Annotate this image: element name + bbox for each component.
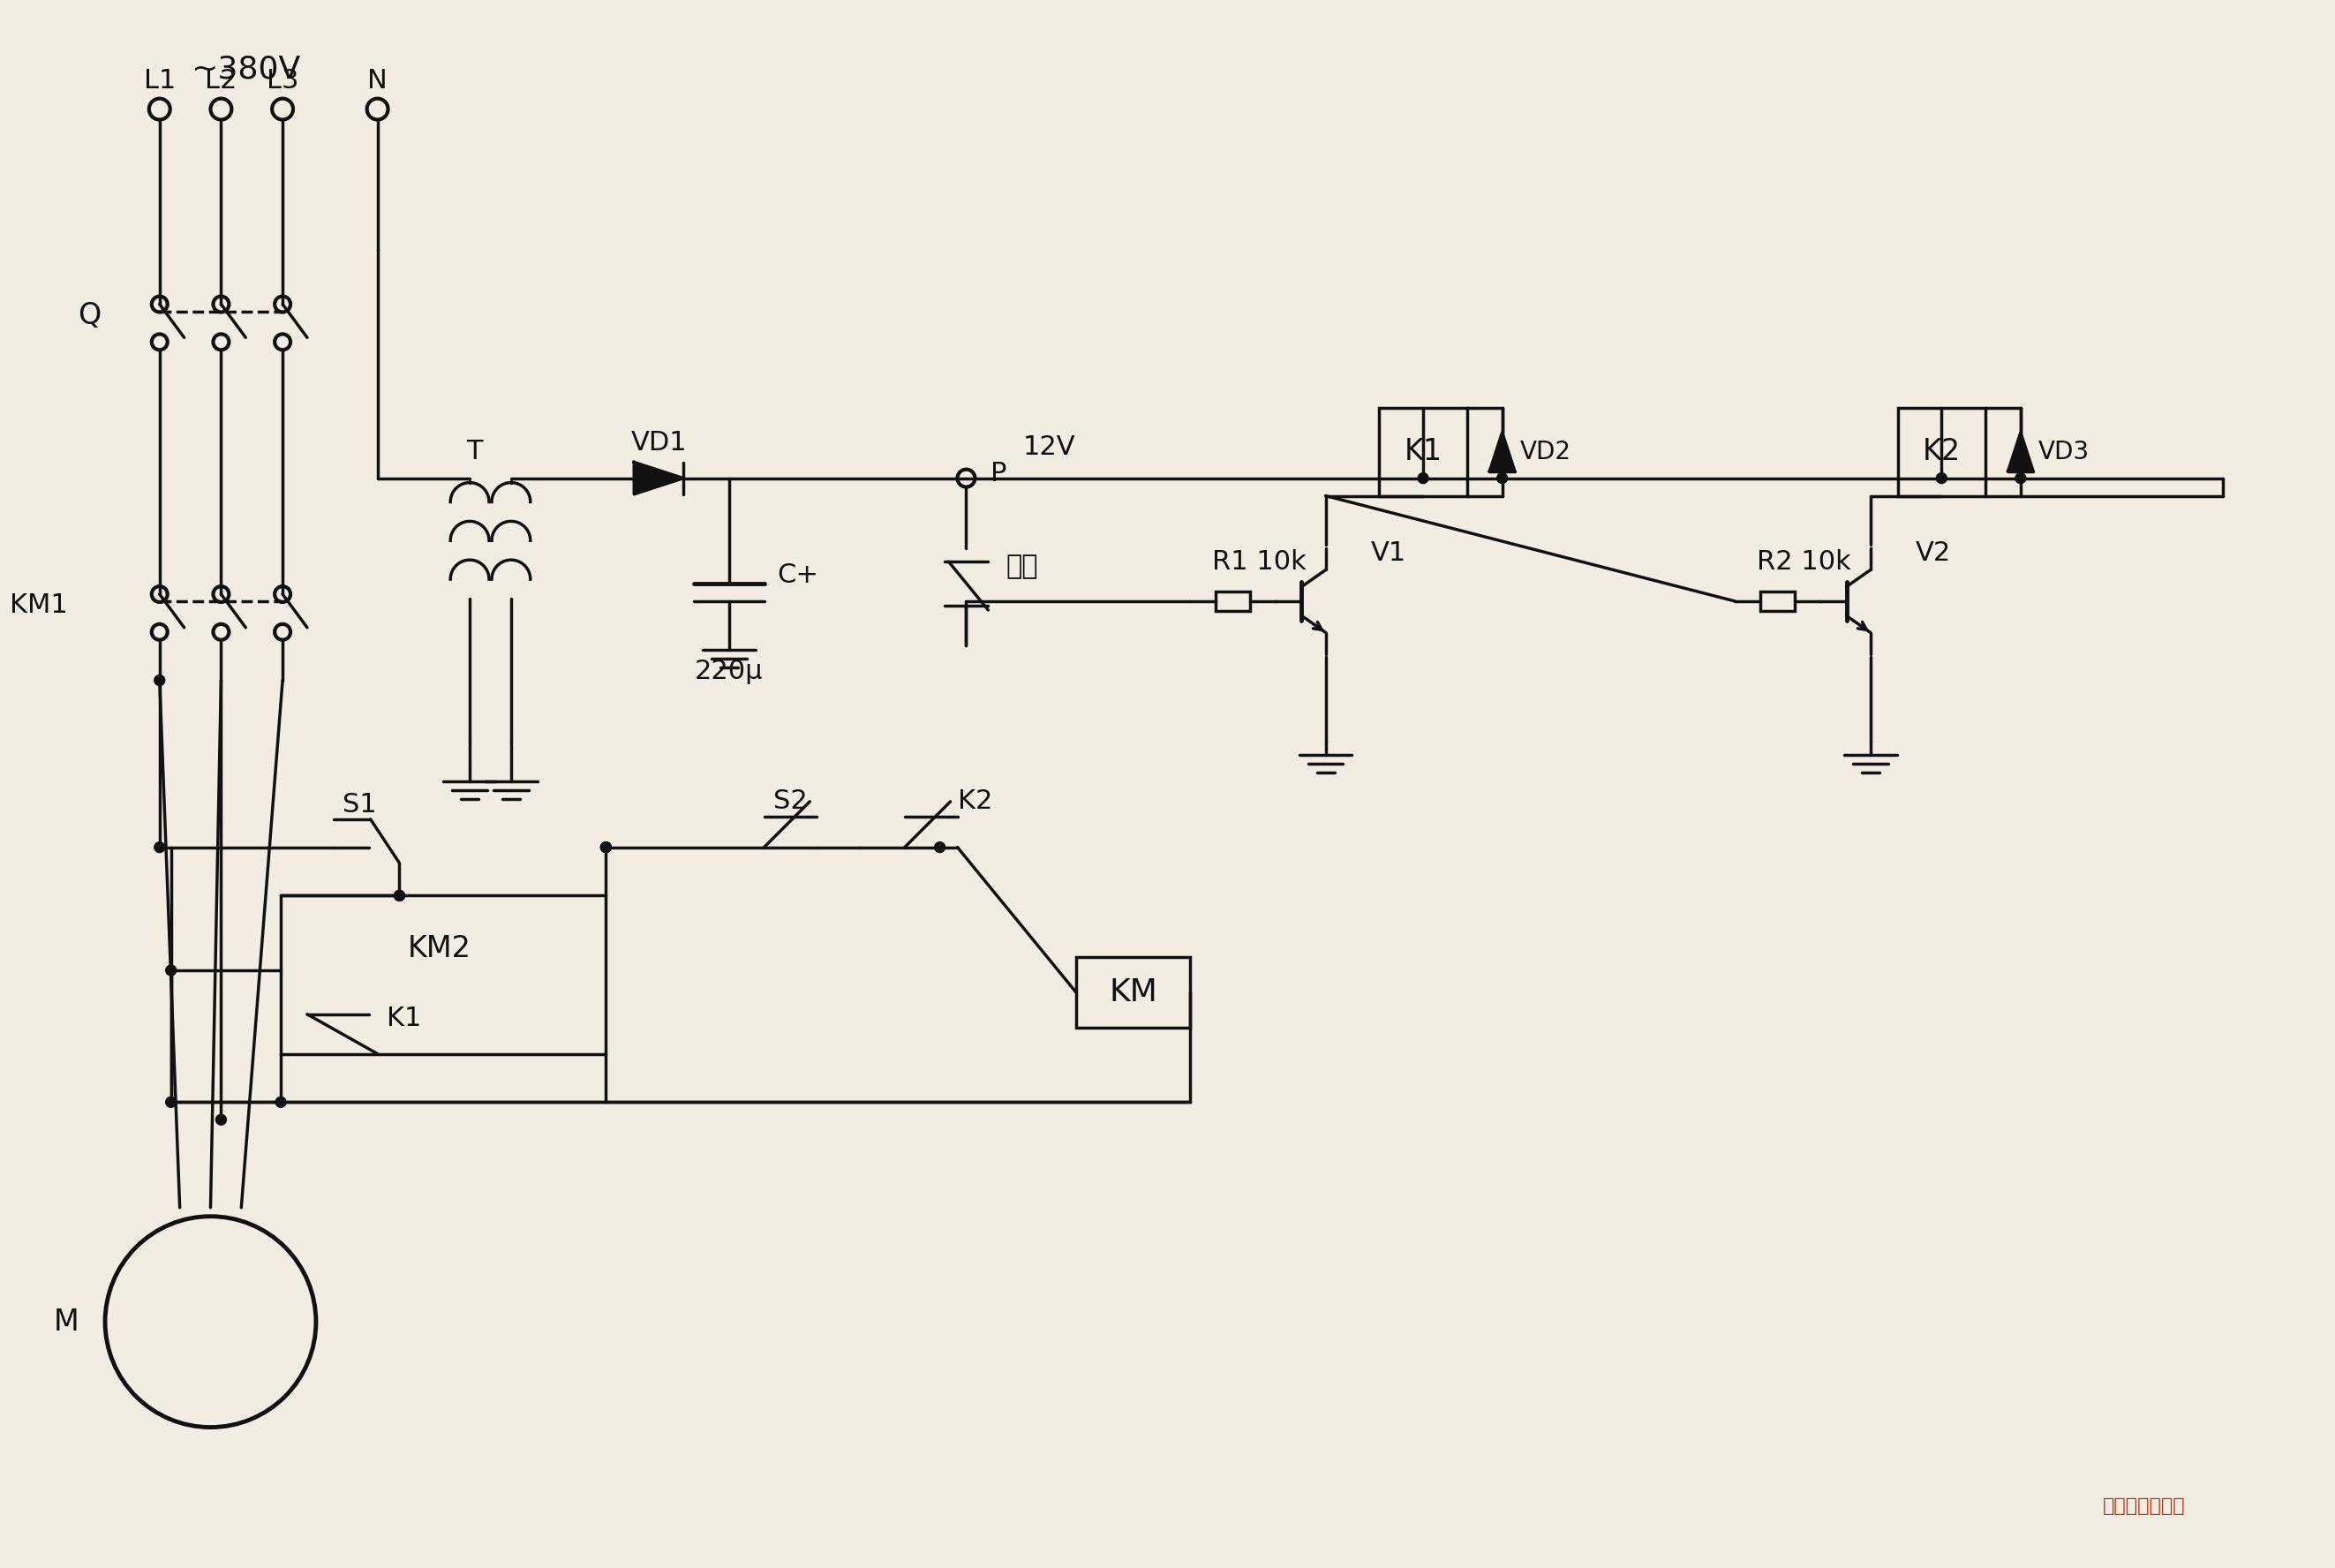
Text: L1: L1 <box>142 67 175 94</box>
Text: K2: K2 <box>1922 437 1961 466</box>
Text: 3~: 3~ <box>187 1342 234 1372</box>
Circle shape <box>1417 474 1429 483</box>
Text: KM2: KM2 <box>406 935 472 963</box>
Text: P: P <box>990 461 1006 486</box>
Circle shape <box>276 1098 287 1107</box>
Text: S2: S2 <box>773 789 808 814</box>
Text: VD1: VD1 <box>630 430 686 456</box>
Text: N: N <box>367 67 388 94</box>
Polygon shape <box>1490 433 1515 470</box>
Text: M: M <box>54 1308 79 1336</box>
Bar <box>1761 591 1796 612</box>
Circle shape <box>600 842 612 853</box>
Text: S1: S1 <box>343 792 376 818</box>
Bar <box>1898 408 1985 495</box>
Bar <box>1380 408 1466 495</box>
Circle shape <box>105 1217 315 1427</box>
Circle shape <box>600 842 612 853</box>
Text: Q: Q <box>77 301 100 331</box>
Text: R2 10k: R2 10k <box>1756 549 1852 574</box>
Bar <box>1076 956 1191 1027</box>
Circle shape <box>166 1098 175 1107</box>
Text: KM1: KM1 <box>9 593 68 618</box>
Text: V1: V1 <box>1371 539 1406 566</box>
Text: L3: L3 <box>266 67 299 94</box>
Text: K1: K1 <box>385 1005 420 1032</box>
Text: 220μ: 220μ <box>696 659 764 684</box>
Circle shape <box>934 842 946 853</box>
Text: KM: KM <box>1109 977 1158 1007</box>
Text: VD3: VD3 <box>2038 439 2090 464</box>
Circle shape <box>154 842 166 853</box>
Text: K1: K1 <box>1403 437 1443 466</box>
Polygon shape <box>635 463 684 494</box>
Circle shape <box>1936 474 1947 483</box>
Circle shape <box>2015 474 2027 483</box>
Circle shape <box>1497 474 1508 483</box>
Circle shape <box>395 891 404 902</box>
Circle shape <box>166 964 175 975</box>
Text: 维库电子市场网: 维库电子市场网 <box>2102 1497 2186 1515</box>
Text: R1 10k: R1 10k <box>1212 549 1308 574</box>
Circle shape <box>154 676 166 685</box>
Text: VD2: VD2 <box>1520 439 1571 464</box>
Polygon shape <box>2008 433 2034 470</box>
Text: 上限: 上限 <box>1006 554 1039 579</box>
Text: T: T <box>467 439 483 464</box>
Circle shape <box>395 891 404 902</box>
Circle shape <box>215 1115 226 1124</box>
Text: C+: C+ <box>778 561 820 588</box>
Text: ~380V: ~380V <box>191 55 301 85</box>
Text: L2: L2 <box>205 67 238 94</box>
Text: M: M <box>194 1283 226 1317</box>
Text: V2: V2 <box>1915 539 1950 566</box>
Text: 12V: 12V <box>1023 434 1076 461</box>
Bar <box>1217 591 1249 612</box>
Text: K2: K2 <box>957 789 992 814</box>
